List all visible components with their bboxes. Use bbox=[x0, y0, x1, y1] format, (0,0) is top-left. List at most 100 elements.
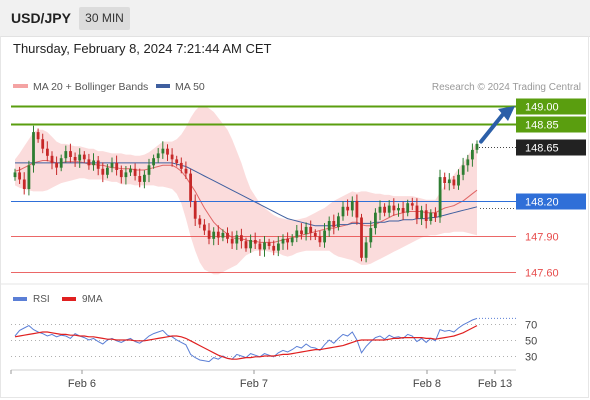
candle-body bbox=[424, 210, 428, 221]
candle-body bbox=[92, 160, 95, 166]
candle-body bbox=[32, 132, 35, 166]
candle-body bbox=[175, 159, 179, 163]
candle-body bbox=[360, 217, 363, 258]
candle-body bbox=[300, 230, 303, 235]
candle-body bbox=[78, 154, 82, 161]
candle-body bbox=[392, 205, 396, 211]
rsi-tick-label: 70 bbox=[525, 320, 537, 332]
x-tick-label: Feb 6 bbox=[68, 378, 96, 390]
candle-body bbox=[115, 162, 119, 170]
candle-body bbox=[318, 236, 322, 243]
candle-body bbox=[226, 232, 229, 239]
candle-body bbox=[152, 158, 155, 166]
candle-body bbox=[13, 172, 17, 178]
candle-body bbox=[179, 162, 183, 169]
candle-body bbox=[341, 206, 345, 217]
candle-body bbox=[290, 237, 294, 243]
candle-body bbox=[101, 168, 105, 175]
candle-body bbox=[64, 151, 68, 159]
candle-body bbox=[323, 230, 326, 243]
arrow-shaft bbox=[479, 111, 506, 144]
candle-body bbox=[133, 168, 137, 176]
rsi-legend-label: RSI bbox=[33, 294, 50, 305]
candle-body bbox=[313, 232, 317, 237]
candle-body bbox=[216, 231, 220, 238]
support-2-label: 147.60 bbox=[525, 268, 559, 280]
candle-body bbox=[295, 230, 299, 238]
candle-body bbox=[466, 159, 470, 166]
candle-body bbox=[337, 216, 340, 227]
ma50-legend-label: MA 50 bbox=[175, 81, 205, 93]
rsi-tick-label: 30 bbox=[525, 352, 537, 364]
candle-body bbox=[18, 172, 21, 180]
arrow-head bbox=[498, 106, 515, 121]
candle-body bbox=[309, 226, 313, 233]
candle-body bbox=[69, 151, 72, 157]
last-price-label: 148.65 bbox=[525, 143, 559, 155]
candle-body bbox=[304, 226, 308, 234]
candle-body bbox=[447, 179, 451, 184]
pivot-label-box bbox=[516, 193, 586, 210]
x-axis: Feb 6 Feb 7 Feb 8 Feb 13 bbox=[10, 370, 512, 390]
credit-label: Research © 2024 Trading Central bbox=[432, 82, 581, 93]
candle-body bbox=[443, 177, 447, 183]
support-1-label: 147.90 bbox=[525, 232, 559, 244]
candle-body bbox=[281, 238, 285, 244]
x-tick-label: Feb 13 bbox=[478, 378, 512, 390]
candle-body bbox=[156, 153, 160, 159]
ma9-legend-swatch bbox=[62, 297, 76, 301]
candle-body bbox=[221, 232, 225, 238]
candle-body bbox=[267, 242, 271, 246]
candle-body bbox=[378, 206, 382, 213]
candle-body bbox=[410, 203, 414, 206]
candle-body bbox=[129, 168, 132, 173]
candle-body bbox=[147, 165, 151, 175]
candle-body bbox=[87, 159, 91, 166]
candle-body bbox=[401, 208, 405, 213]
candlesticks bbox=[13, 125, 479, 263]
candle-body bbox=[27, 165, 31, 189]
candle-body bbox=[124, 172, 128, 178]
timeframe-button[interactable]: 30 MIN bbox=[79, 7, 130, 30]
ma20-legend-swatch bbox=[13, 84, 28, 88]
target-1-label: 148.85 bbox=[525, 120, 559, 132]
rsi-legend-swatch bbox=[13, 297, 27, 301]
candle-body bbox=[166, 148, 169, 155]
candle-body bbox=[193, 200, 197, 219]
candle-body bbox=[203, 224, 206, 231]
candle-body bbox=[415, 205, 419, 219]
rsi-panel: 70 50 30 bbox=[11, 317, 537, 364]
candle-body bbox=[244, 241, 248, 249]
candle-body bbox=[332, 221, 336, 227]
candle-body bbox=[46, 148, 49, 156]
candle-body bbox=[110, 162, 114, 168]
candle-body bbox=[438, 177, 442, 218]
candle-body bbox=[383, 206, 386, 213]
candle-body bbox=[106, 167, 109, 175]
candle-body bbox=[406, 203, 410, 213]
rsi-tick-label: 50 bbox=[525, 336, 537, 348]
target-2-label-box bbox=[516, 98, 586, 115]
candle-body bbox=[355, 200, 359, 218]
candle-body bbox=[364, 242, 368, 258]
candle-body bbox=[36, 132, 40, 140]
last-price-label-box bbox=[516, 139, 586, 156]
candle-body bbox=[277, 243, 280, 251]
candle-body bbox=[369, 228, 373, 243]
target-2-label: 149.00 bbox=[525, 102, 559, 114]
candle-body bbox=[253, 240, 257, 244]
candle-body bbox=[50, 155, 54, 163]
candle-body bbox=[189, 173, 192, 201]
candle-body bbox=[286, 238, 289, 243]
candle-body bbox=[138, 176, 142, 182]
pivot-label: 148.20 bbox=[525, 197, 559, 209]
arrow-up-right-icon bbox=[479, 106, 515, 144]
candle-body bbox=[420, 210, 423, 219]
candle-body bbox=[249, 240, 252, 249]
candle-body bbox=[452, 179, 456, 186]
candle-body bbox=[161, 148, 165, 154]
candle-body bbox=[387, 205, 391, 213]
candle-body bbox=[461, 165, 465, 175]
ma50-legend-swatch bbox=[156, 84, 170, 88]
